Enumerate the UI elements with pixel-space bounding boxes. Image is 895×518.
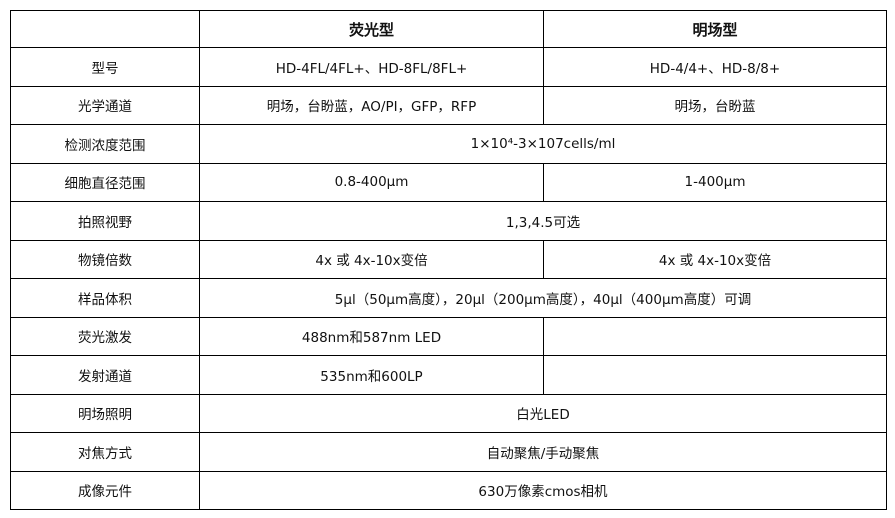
value-brightfield: 明场，台盼蓝 [543,85,887,125]
value-fluorescent: 明场，台盼蓝，AO/PI，GFP，RFP [199,85,544,125]
row-label: 细胞直径范围 [10,162,200,202]
value-both: 自动聚焦/手动聚焦 [199,432,887,472]
value-both: 630万像素cmos相机 [199,470,887,510]
value-fluorescent: 488nm和587nm LED [199,316,544,356]
value-both: 1×10⁴-3×107cells/ml [199,124,887,164]
row-label: 明场照明 [10,393,200,433]
spec-table: 荧光型 明场型 型号 HD-4FL/4FL+、HD-8FL/8FL+ HD-4/4+… [10,10,887,510]
header-brightfield: 明场型 [543,10,887,48]
row-label: 拍照视野 [10,201,200,241]
row-label: 光学通道 [10,85,200,125]
value-brightfield: 1-400μm [543,162,887,202]
value-fluorescent: 0.8-400μm [199,162,544,202]
value-brightfield: HD-4/4+、HD-8/8+ [543,47,887,87]
header-blank [10,10,200,48]
row-label: 发射通道 [10,355,200,395]
value-both: 白光LED [199,393,887,433]
value-both: 5μl（50μm高度），20μl（200μm高度），40μl（400μm高度）可… [199,278,887,318]
row-label: 样品体积 [10,278,200,318]
table-row: 荧光激发 488nm和587nm LED [10,316,887,356]
table-row: 发射通道 535nm和600LP [10,355,887,395]
row-label: 成像元件 [10,470,200,510]
table-row: 明场照明 白光LED [10,393,887,433]
row-label: 荧光激发 [10,316,200,356]
value-fluorescent: 4x 或 4x-10x变倍 [199,239,544,279]
table-row: 光学通道 明场，台盼蓝，AO/PI，GFP，RFP 明场，台盼蓝 [10,85,887,125]
row-label: 检测浓度范围 [10,124,200,164]
table-row: 样品体积 5μl（50μm高度），20μl（200μm高度），40μl（400μm… [10,278,887,318]
header-row: 荧光型 明场型 [10,10,887,48]
table-row: 检测浓度范围 1×10⁴-3×107cells/ml [10,124,887,164]
table-row: 对焦方式 自动聚焦/手动聚焦 [10,432,887,472]
table-row: 细胞直径范围 0.8-400μm 1-400μm [10,162,887,202]
table-row: 物镜倍数 4x 或 4x-10x变倍 4x 或 4x-10x变倍 [10,239,887,279]
table-row: 拍照视野 1,3,4.5可选 [10,201,887,241]
row-label: 对焦方式 [10,432,200,472]
table-row: 成像元件 630万像素cmos相机 [10,470,887,510]
value-brightfield: 4x 或 4x-10x变倍 [543,239,887,279]
value-fluorescent: HD-4FL/4FL+、HD-8FL/8FL+ [199,47,544,87]
value-fluorescent: 535nm和600LP [199,355,544,395]
header-fluorescent: 荧光型 [199,10,544,48]
row-label: 物镜倍数 [10,239,200,279]
row-label: 型号 [10,47,200,87]
value-brightfield [543,316,887,356]
value-brightfield [543,355,887,395]
table-row: 型号 HD-4FL/4FL+、HD-8FL/8FL+ HD-4/4+、HD-8/8+ [10,47,887,87]
value-both: 1,3,4.5可选 [199,201,887,241]
